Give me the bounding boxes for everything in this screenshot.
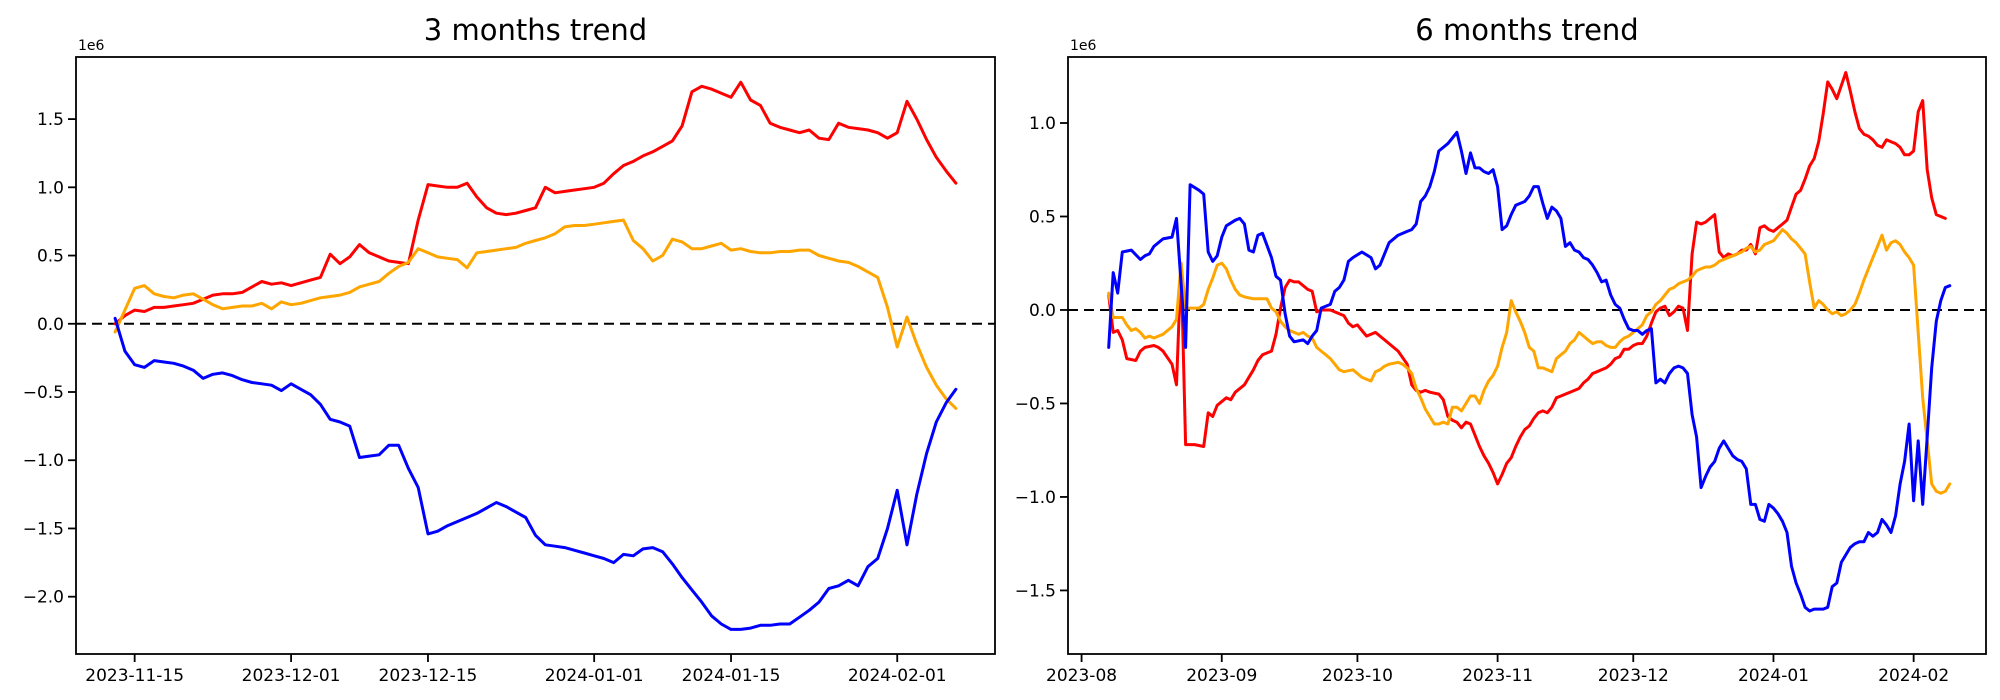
chart-6-months-trend: 2023-08 2023-09 2023-10 2023-11 2023-12 2024-… xyxy=(1015,13,1987,686)
y-tick-label: −2.0 xyxy=(23,588,64,608)
y-tick-label: −1.5 xyxy=(1015,581,1056,601)
x-tick-label: 2023-12 xyxy=(1598,666,1669,686)
blue-series-line xyxy=(113,316,958,631)
chart-title: 6 months trend xyxy=(1415,13,1638,47)
y-axis-offset-label: 1e6 xyxy=(1070,38,1097,54)
x-tick-label: 2023-10 xyxy=(1322,666,1393,686)
red-series-line xyxy=(113,80,958,326)
y-tick-label: 0.5 xyxy=(37,247,64,267)
y-tick-label: 0.0 xyxy=(37,315,64,335)
x-tick-label: 2023-08 xyxy=(1046,666,1117,686)
chart-title: 3 months trend xyxy=(424,13,647,47)
y-tick-label: −0.5 xyxy=(1015,394,1056,414)
orange-series-line xyxy=(113,218,958,410)
x-tick-label: 2024-02-01 xyxy=(848,666,947,686)
y-tick-label: 0.5 xyxy=(1029,207,1056,227)
x-tick-label: 2023-12-01 xyxy=(242,666,341,686)
y-tick-label: 0.0 xyxy=(1029,301,1056,321)
y-tick-label: 1.0 xyxy=(37,178,64,198)
orange-series-line xyxy=(1107,228,1952,495)
x-tick-label: 2023-09 xyxy=(1186,666,1257,686)
x-tick-label: 2024-01-15 xyxy=(682,666,781,686)
x-tick-label: 2024-01 xyxy=(1738,666,1809,686)
x-tick-label: 2023-12-15 xyxy=(379,666,478,686)
x-tick-label: 2023-11-15 xyxy=(85,666,184,686)
x-tick-label: 2024-01-01 xyxy=(545,666,644,686)
y-tick-label: −0.5 xyxy=(23,383,64,403)
red-series-line xyxy=(1107,71,1947,486)
y-tick-label: −1.0 xyxy=(1015,488,1056,508)
chart-3-months-trend: 2023-11-15 2023-12-01 2023-12-15 2024-01-01… xyxy=(23,13,996,686)
blue-series-line xyxy=(1107,130,1952,613)
y-axis-offset-label: 1e6 xyxy=(78,38,105,54)
axes-frame xyxy=(75,56,996,655)
y-tick-label: 1.0 xyxy=(1029,114,1056,134)
y-tick-label: −1.0 xyxy=(23,451,64,471)
y-tick-label: 1.5 xyxy=(37,110,64,130)
axes-frame xyxy=(1067,56,1987,655)
x-tick-label: 2024-02 xyxy=(1878,666,1949,686)
x-tick-label: 2023-11 xyxy=(1462,666,1533,686)
y-tick-label: −1.5 xyxy=(23,519,64,539)
